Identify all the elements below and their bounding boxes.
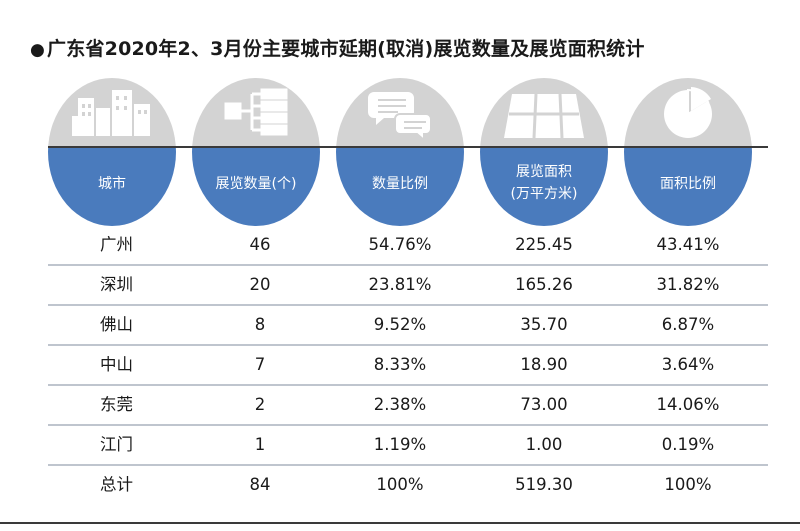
- table-body: 广州 46 54.76% 225.45 43.41% 深圳 20 23.81% 165.26 31…: [48, 226, 768, 504]
- header-label-unit: (万平方米): [510, 186, 578, 202]
- cell-city: 东莞: [100, 395, 133, 414]
- cell-count: 7: [254, 355, 266, 374]
- cell-area: 225.45: [515, 235, 573, 254]
- header-count-pct: 数量比例: [336, 78, 464, 226]
- cell-count-pct: 54.76%: [368, 235, 432, 254]
- speech-bubbles-icon: [368, 92, 432, 143]
- cell-area-pct: 43.41%: [656, 235, 720, 254]
- cell-area: 165.26: [515, 275, 573, 294]
- cell-city: 佛山: [100, 315, 133, 334]
- header-label: 展览面积: [516, 164, 572, 180]
- hierarchy-icon: [224, 88, 288, 136]
- floor-plan-icon: [504, 93, 584, 139]
- pie-chart-icon: [664, 87, 712, 138]
- header-city: 城市: [48, 78, 176, 226]
- page-title: ● 广东省2020年2、3月份主要城市延期(取消)展览数量及展览面积统计: [30, 34, 645, 61]
- header-area-pct: 面积比例: [624, 78, 752, 226]
- cell-count-pct: 9.52%: [373, 315, 427, 334]
- title-bullet: ●: [30, 40, 46, 60]
- cell-city: 总计: [100, 475, 133, 494]
- cell-count: 2: [254, 395, 266, 414]
- cell-count-pct: 8.33%: [373, 355, 427, 374]
- header-label: 城市: [98, 176, 126, 192]
- table-row: 中山 7 8.33% 18.90 3.64%: [48, 346, 768, 386]
- cell-count-pct: 2.38%: [373, 395, 427, 414]
- header-divider: [48, 146, 768, 148]
- title-text: 广东省2020年2、3月份主要城市延期(取消)展览数量及展览面积统计: [47, 38, 645, 60]
- cell-area: 18.90: [520, 355, 568, 374]
- cell-area: 73.00: [520, 395, 568, 414]
- cell-count: 46: [249, 235, 271, 254]
- cell-area: 1.00: [525, 435, 563, 454]
- cell-area-pct: 0.19%: [661, 435, 715, 454]
- header-label: 数量比例: [372, 176, 428, 192]
- cell-area-pct: 3.64%: [661, 355, 715, 374]
- table-row: 佛山 8 9.52% 35.70 6.87%: [48, 306, 768, 346]
- table-row: 江门 1 1.19% 1.00 0.19%: [48, 426, 768, 466]
- table-row: 总计 84 100% 519.30 100%: [48, 466, 768, 504]
- cell-count-pct: 23.81%: [368, 275, 432, 294]
- header-count: 展览数量(个): [192, 78, 320, 226]
- header-label: 面积比例: [660, 176, 716, 192]
- cell-area: 35.70: [520, 315, 568, 334]
- cell-area-pct: 6.87%: [661, 315, 715, 334]
- cell-area: 519.30: [515, 475, 573, 494]
- cell-city: 江门: [100, 435, 133, 454]
- header-disc: [192, 78, 320, 226]
- cell-area-pct: 100%: [664, 475, 712, 494]
- table-header: 城市 展览数量(个): [0, 0, 800, 230]
- header-disc: [336, 78, 464, 226]
- cell-area-pct: 31.82%: [656, 275, 720, 294]
- cell-city: 中山: [100, 355, 133, 374]
- bottom-border: [0, 522, 800, 524]
- cell-count-pct: 1.19%: [373, 435, 427, 454]
- header-disc: [480, 78, 608, 226]
- cell-count-pct: 100%: [376, 475, 424, 494]
- header-disc: [624, 78, 752, 226]
- table-row: 深圳 20 23.81% 165.26 31.82%: [48, 266, 768, 306]
- header-label: 展览数量(个): [215, 176, 297, 192]
- header-disc: [48, 78, 176, 226]
- cell-count: 8: [254, 315, 266, 334]
- cell-count: 20: [249, 275, 271, 294]
- cell-count: 84: [249, 475, 271, 494]
- cell-count: 1: [254, 435, 266, 454]
- header-area: 展览面积 (万平方米): [480, 78, 608, 226]
- cell-city: 广州: [100, 235, 133, 254]
- cell-area-pct: 14.06%: [656, 395, 720, 414]
- table-row: 广州 46 54.76% 225.45 43.41%: [48, 226, 768, 266]
- cell-city: 深圳: [100, 275, 133, 294]
- table-row: 东莞 2 2.38% 73.00 14.06%: [48, 386, 768, 426]
